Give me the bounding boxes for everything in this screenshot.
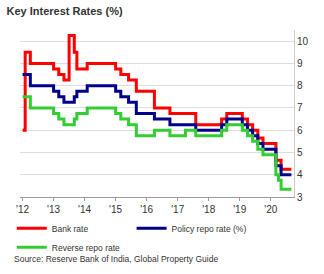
svg-text:Policy repo rate (%): Policy repo rate (%) [172, 224, 247, 234]
svg-text:4: 4 [297, 169, 303, 180]
svg-text:Source: Reserve Bank of India,: Source: Reserve Bank of India, Global Pr… [14, 254, 218, 264]
svg-text:5: 5 [297, 147, 303, 158]
svg-text:'20: '20 [264, 204, 277, 215]
svg-text:'16: '16 [140, 204, 153, 215]
svg-text:'15: '15 [109, 204, 122, 215]
svg-text:9: 9 [297, 58, 303, 69]
svg-text:3: 3 [297, 192, 303, 203]
svg-text:7: 7 [297, 102, 303, 113]
svg-text:'14: '14 [78, 204, 91, 215]
svg-text:'12: '12 [16, 204, 29, 215]
svg-text:'17: '17 [171, 204, 184, 215]
svg-text:Key Interest Rates (%): Key Interest Rates (%) [6, 5, 122, 17]
svg-text:10: 10 [297, 36, 309, 47]
svg-text:8: 8 [297, 80, 303, 91]
svg-text:'19: '19 [233, 204, 246, 215]
svg-text:Bank rate: Bank rate [52, 224, 89, 234]
svg-text:6: 6 [297, 125, 303, 136]
svg-text:'18: '18 [202, 204, 215, 215]
svg-text:Reverse repo rate: Reverse repo rate [52, 243, 120, 253]
svg-text:'13: '13 [47, 204, 60, 215]
